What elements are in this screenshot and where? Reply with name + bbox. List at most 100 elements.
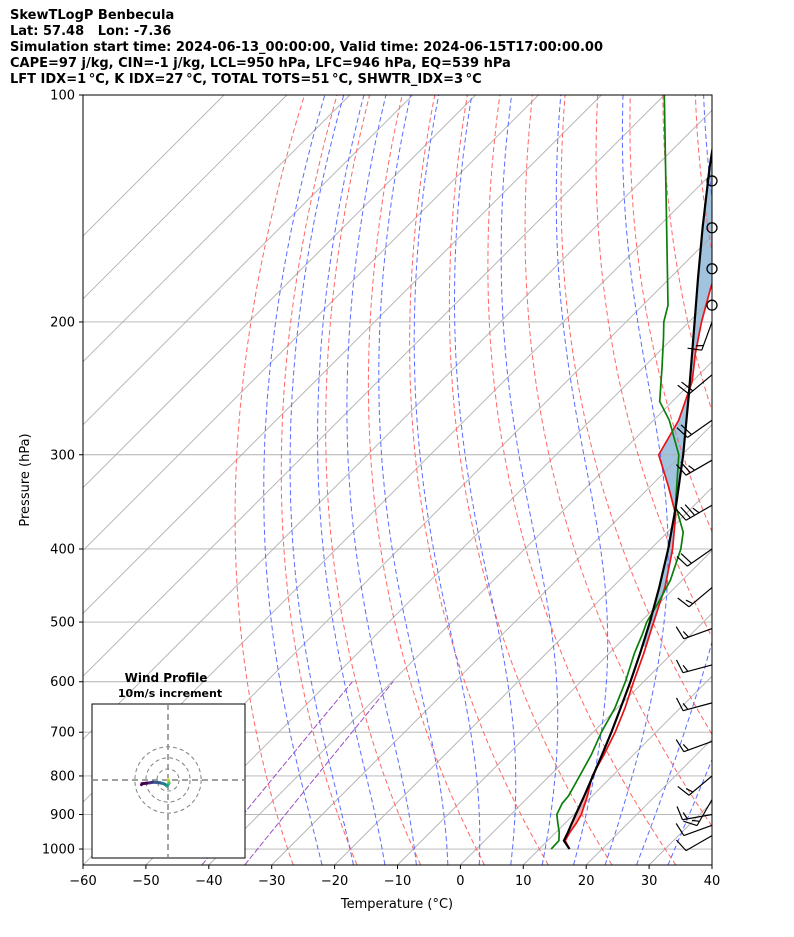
barb-feather <box>677 384 690 395</box>
wind-barb <box>706 263 718 275</box>
isotherm-line <box>522 675 712 865</box>
barb-feather <box>688 465 696 471</box>
x-tick-label: −50 <box>132 874 159 889</box>
isotherm-line <box>397 549 712 865</box>
y-tick-label: 1000 <box>42 843 75 858</box>
barb-feather <box>675 839 687 852</box>
dry-adiabat-line <box>524 95 712 828</box>
x-tick-label: −40 <box>195 874 222 889</box>
y-tick-label: 500 <box>50 616 75 631</box>
x-axis-label: Temperature (°C) <box>340 897 453 912</box>
barb-feather <box>683 820 698 827</box>
dry-adiabat-line <box>595 95 712 639</box>
calm-wind-circle <box>706 175 718 187</box>
barb-feather <box>675 659 684 673</box>
hodograph-title: Wind Profile <box>125 671 208 685</box>
hodograph-trace-segment <box>139 782 144 787</box>
dry-adiabat-line <box>487 95 677 865</box>
barb-feather <box>680 424 692 436</box>
x-tick-label: 40 <box>704 874 721 889</box>
mixing-ratio-line <box>201 681 353 865</box>
chart-cape-line: CAPE=97 j/kg, CIN=-1 j/kg, LCL=950 hPa, … <box>10 56 511 71</box>
chart-indices-line: LFT IDX=1 °C, K IDX=27 °C, TOTAL TOTS=51… <box>10 72 482 87</box>
mixing-ratio-line <box>244 681 394 865</box>
barb-feather <box>680 506 691 519</box>
moist-adiabat-line <box>413 95 481 865</box>
y-tick-label: 100 <box>50 89 75 104</box>
barb-feather <box>677 597 690 608</box>
wind-barb <box>675 626 713 640</box>
barb-feather <box>682 665 689 672</box>
dewpoint-line <box>550 95 685 850</box>
x-tick-label: 20 <box>578 874 595 889</box>
moist-adiabat-line <box>636 95 712 865</box>
x-tick-label: 0 <box>456 874 464 889</box>
barb-feather <box>682 631 689 638</box>
barb-shaft <box>683 740 713 753</box>
y-tick-label: 700 <box>50 726 75 741</box>
isotherm-line <box>83 95 602 615</box>
dry-adiabat-line <box>761 95 794 865</box>
moist-adiabat-line <box>555 95 609 865</box>
x-tick-label: 10 <box>515 874 532 889</box>
chart-title-block: SkewTLogP Benbecula Lat: 57.48 Lon: -7.3… <box>10 8 603 88</box>
barb-feather <box>675 823 685 836</box>
barb-feather <box>687 347 702 351</box>
wind-barb <box>687 321 713 351</box>
calm-wind-circle <box>706 263 718 275</box>
wind-barb <box>683 799 713 827</box>
wind-barb <box>676 548 713 567</box>
calm-wind-circle <box>706 222 718 234</box>
dry-adiabat-line <box>325 95 422 865</box>
barb-feather <box>676 427 688 438</box>
moist-adiabat-line <box>500 95 559 865</box>
y-tick-label: 600 <box>50 675 75 690</box>
wind-barb <box>675 459 713 476</box>
isotherm-line <box>145 298 712 865</box>
dry-adiabat-line <box>728 95 794 865</box>
barb-feather <box>675 739 685 753</box>
y-tick-label: 400 <box>50 542 75 557</box>
barb-feather <box>680 461 691 474</box>
wind-barb <box>706 222 718 234</box>
dry-adiabat-line <box>409 95 549 865</box>
wind-barb <box>675 835 713 852</box>
isotherm-line <box>83 95 539 552</box>
moist-adiabat-line <box>378 95 449 865</box>
dry-adiabat-line <box>280 95 358 865</box>
y-axis-label: Pressure (hPa) <box>18 433 33 526</box>
wind-barb <box>677 587 713 608</box>
isotherm-line <box>83 95 414 426</box>
wind-barb <box>676 419 713 438</box>
dry-adiabat-line <box>234 95 305 865</box>
wind-barb <box>706 175 718 187</box>
barb-feather <box>675 509 687 521</box>
moist-adiabat-line <box>454 95 517 865</box>
moist-adiabat-line <box>346 95 417 865</box>
barb-feather <box>675 697 684 711</box>
moist-adiabat-line <box>317 95 386 865</box>
chart-title: SkewTLogP Benbecula <box>10 8 175 23</box>
barb-feather <box>675 464 687 476</box>
wind-barb <box>706 299 718 311</box>
barb-feather <box>676 806 684 820</box>
dry-adiabat-line <box>448 95 613 865</box>
isotherm-line <box>83 95 665 677</box>
x-tick-label: −30 <box>258 874 285 889</box>
barb-feather <box>682 702 689 710</box>
x-tick-label: −60 <box>69 874 96 889</box>
moist-adiabat-line <box>263 95 326 865</box>
barb-feather <box>677 785 690 796</box>
isotherm-line <box>83 95 476 489</box>
barb-feather <box>675 626 685 640</box>
isotherm-line <box>334 486 712 865</box>
moist-adiabat-line <box>289 95 354 865</box>
chart-location: Lat: 57.48 Lon: -7.36 <box>10 24 172 39</box>
calm-wind-circle <box>706 299 718 311</box>
wind-barb <box>675 739 713 753</box>
chart-times: Simulation start time: 2024-06-13_00:00:… <box>10 40 603 55</box>
barb-feather <box>692 507 700 514</box>
barb-feather <box>685 599 694 605</box>
barb-feather <box>682 812 688 820</box>
